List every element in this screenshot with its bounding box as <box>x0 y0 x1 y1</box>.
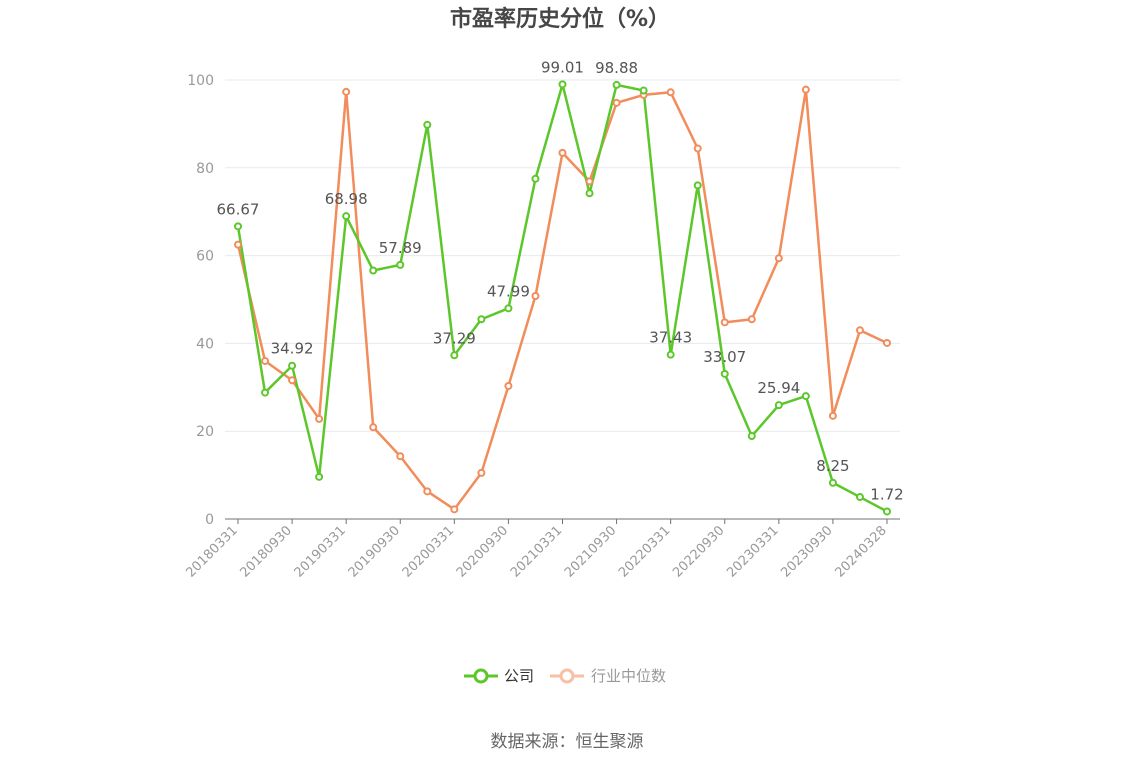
data-point-0[interactable] <box>288 361 297 370</box>
y-axis: 0 20 40 60 80 100 <box>187 73 214 528</box>
x-tick-label: 20200331 <box>400 523 457 580</box>
legend-marker-industry <box>559 668 575 684</box>
legend-item-company[interactable]: 公司 <box>464 667 534 685</box>
y-tick-label: 40 <box>196 336 214 352</box>
x-axis: 2018033120180930201903312019093020200331… <box>183 518 900 581</box>
data-point-0[interactable] <box>423 120 432 129</box>
series-lines <box>236 83 888 513</box>
data-point-1[interactable] <box>747 315 756 324</box>
x-tick-label: 20210930 <box>562 523 619 580</box>
x-tick-label: 20240328 <box>832 523 889 580</box>
data-point-0[interactable] <box>477 315 486 324</box>
data-point-0[interactable] <box>693 181 702 190</box>
data-point-0[interactable] <box>828 478 837 487</box>
data-point-1[interactable] <box>477 468 486 477</box>
legend-marker-company <box>473 668 489 684</box>
x-tick-label: 20180930 <box>238 523 295 580</box>
data-point-0[interactable] <box>504 304 513 313</box>
data-point-1[interactable] <box>612 98 621 107</box>
data-point-0[interactable] <box>261 388 270 397</box>
x-tick-label: 20230930 <box>778 523 835 580</box>
data-point-0[interactable] <box>639 86 648 95</box>
data-point-0[interactable] <box>883 507 891 516</box>
y-tick-label: 60 <box>196 249 214 265</box>
data-point-0[interactable] <box>369 266 378 275</box>
data-label: 33.07 <box>703 348 746 366</box>
data-point-0[interactable] <box>747 432 756 441</box>
x-tick-label: 20180331 <box>183 523 240 580</box>
data-point-1[interactable] <box>261 356 270 365</box>
data-label: 98.88 <box>595 59 638 77</box>
data-label: 8.25 <box>816 457 849 475</box>
data-point-0[interactable] <box>774 401 783 410</box>
data-point-0[interactable] <box>531 174 540 183</box>
data-point-1[interactable] <box>883 338 891 347</box>
legend-item-industry[interactable]: 行业中位数 <box>550 667 666 685</box>
data-label: 1.72 <box>870 485 903 503</box>
data-point-0[interactable] <box>585 189 594 198</box>
data-point-0[interactable] <box>720 369 729 378</box>
legend: 公司 行业中位数 <box>464 667 666 685</box>
chart-title: 市盈率历史分位（%） <box>450 6 670 32</box>
data-point-1[interactable] <box>828 411 837 420</box>
data-point-0[interactable] <box>315 472 324 481</box>
data-point-1[interactable] <box>801 85 810 94</box>
data-point-1[interactable] <box>774 254 783 263</box>
data-point-1[interactable] <box>315 414 324 423</box>
x-tick-label: 20190930 <box>346 523 403 580</box>
data-point-1[interactable] <box>342 87 351 96</box>
data-point-0[interactable] <box>612 80 621 89</box>
y-tick-label: 100 <box>187 73 214 89</box>
legend-label-company: 公司 <box>504 667 534 685</box>
data-point-1[interactable] <box>423 487 432 496</box>
data-label: 37.43 <box>649 329 692 347</box>
data-label: 37.29 <box>433 329 476 347</box>
data-point-0[interactable] <box>558 80 567 89</box>
data-point-0[interactable] <box>234 222 242 231</box>
x-tick-label: 20190331 <box>292 523 349 580</box>
x-tick-label: 20210331 <box>508 523 565 580</box>
data-point-1[interactable] <box>666 88 675 97</box>
data-point-0[interactable] <box>396 260 405 269</box>
y-tick-label: 80 <box>196 161 214 177</box>
x-tick-label: 20220331 <box>616 523 673 580</box>
y-tick-label: 20 <box>196 424 214 440</box>
series-points <box>234 80 891 516</box>
data-label: 34.92 <box>271 340 314 358</box>
data-label: 57.89 <box>379 239 422 257</box>
grid <box>225 79 900 432</box>
x-tick-label: 20220930 <box>670 523 727 580</box>
data-point-1[interactable] <box>369 423 378 432</box>
series-line-0 <box>236 83 888 513</box>
data-labels: 66.67 34.92 68.98 57.89 37.29 47.99 99.01 98.88… <box>217 58 904 503</box>
data-point-1[interactable] <box>585 177 594 186</box>
legend-label-industry: 行业中位数 <box>591 667 666 685</box>
data-label: 99.01 <box>541 58 584 76</box>
x-tick-label: 20230331 <box>724 523 781 580</box>
data-label: 25.94 <box>757 379 800 397</box>
data-point-0[interactable] <box>450 351 459 360</box>
data-point-1[interactable] <box>720 318 729 327</box>
data-point-1[interactable] <box>288 376 297 385</box>
data-point-1[interactable] <box>396 452 405 461</box>
data-point-1[interactable] <box>693 144 702 153</box>
data-point-0[interactable] <box>342 212 351 221</box>
data-label: 66.67 <box>217 200 260 218</box>
data-point-0[interactable] <box>666 350 675 359</box>
data-point-1[interactable] <box>234 240 242 249</box>
data-point-1[interactable] <box>855 326 864 335</box>
data-point-1[interactable] <box>531 291 540 300</box>
data-point-0[interactable] <box>801 392 810 401</box>
data-point-1[interactable] <box>558 148 567 157</box>
y-tick-label: 0 <box>205 512 214 528</box>
data-point-0[interactable] <box>855 493 864 502</box>
x-tick-label: 20200930 <box>454 523 511 580</box>
data-label: 68.98 <box>325 190 368 208</box>
data-point-1[interactable] <box>450 505 459 514</box>
data-label: 47.99 <box>487 282 530 300</box>
source-text: 数据来源：恒生聚源 <box>491 732 644 752</box>
data-point-1[interactable] <box>504 381 513 390</box>
